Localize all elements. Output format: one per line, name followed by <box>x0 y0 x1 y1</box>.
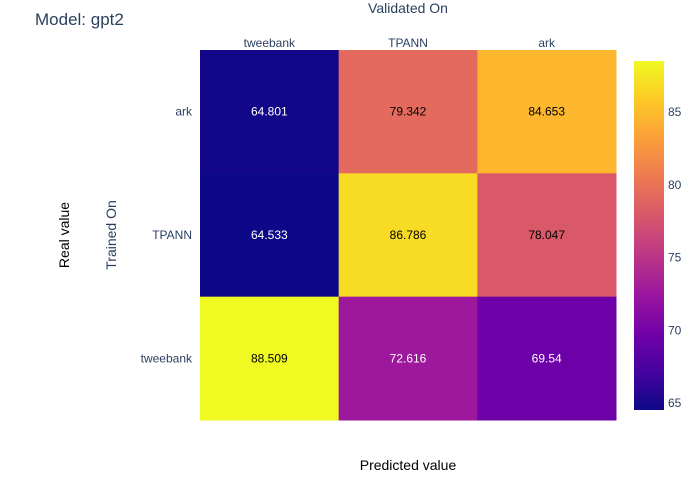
colorbar-tick-label: 70 <box>668 323 682 337</box>
cell-value-label: 86.786 <box>390 228 427 242</box>
colorbar-tick-label: 75 <box>668 251 682 265</box>
column-tick-labels: tweebank TPANN ark <box>244 36 556 50</box>
column-tick-label: tweebank <box>244 36 296 50</box>
row-tick-label: ark <box>175 105 193 119</box>
top-axis-title: Validated On <box>368 0 448 16</box>
y-axis-outer-title: Real value <box>56 202 72 268</box>
colorbar: 65 70 75 80 85 <box>634 61 682 410</box>
cell-value-label: 78.047 <box>528 228 565 242</box>
x-axis-title: Predicted value <box>360 457 457 473</box>
heatmap-cell <box>200 50 340 174</box>
cell-value-label: 69.54 <box>532 351 562 365</box>
heatmap-cell <box>338 296 478 421</box>
cell-value-label: 72.616 <box>390 351 427 365</box>
heatmap-cell <box>338 173 478 298</box>
row-tick-label: tweebank <box>141 351 193 365</box>
colorbar-tick-label: 85 <box>668 105 682 119</box>
cell-value-label: 64.533 <box>251 228 288 242</box>
heatmap-cell <box>477 173 617 298</box>
cell-value-label: 88.509 <box>251 351 288 365</box>
chart-title: Model: gpt2 <box>35 10 124 29</box>
cell-value-label: 84.653 <box>528 105 565 119</box>
colorbar-tick-label: 80 <box>668 178 682 192</box>
colorbar-gradient <box>634 61 664 410</box>
cell-value-label: 79.342 <box>390 105 427 119</box>
heatmap-cell <box>338 50 478 174</box>
heatmap-cells: 64.801 79.342 84.653 64.533 86.786 78.047 88.5… <box>200 50 617 421</box>
heatmap-cell <box>200 173 340 298</box>
column-tick-label: ark <box>538 36 556 50</box>
colorbar-tick-label: 65 <box>668 396 682 410</box>
y-axis-inner-title: Trained On <box>103 200 119 270</box>
row-tick-label: TPANN <box>152 228 192 242</box>
heatmap-cell <box>477 296 617 421</box>
heatmap-cell <box>200 296 340 421</box>
row-tick-labels: ark TPANN tweebank <box>141 105 193 366</box>
column-tick-label: TPANN <box>388 36 428 50</box>
heatmap-cell <box>477 50 617 174</box>
cell-value-label: 64.801 <box>251 105 288 119</box>
